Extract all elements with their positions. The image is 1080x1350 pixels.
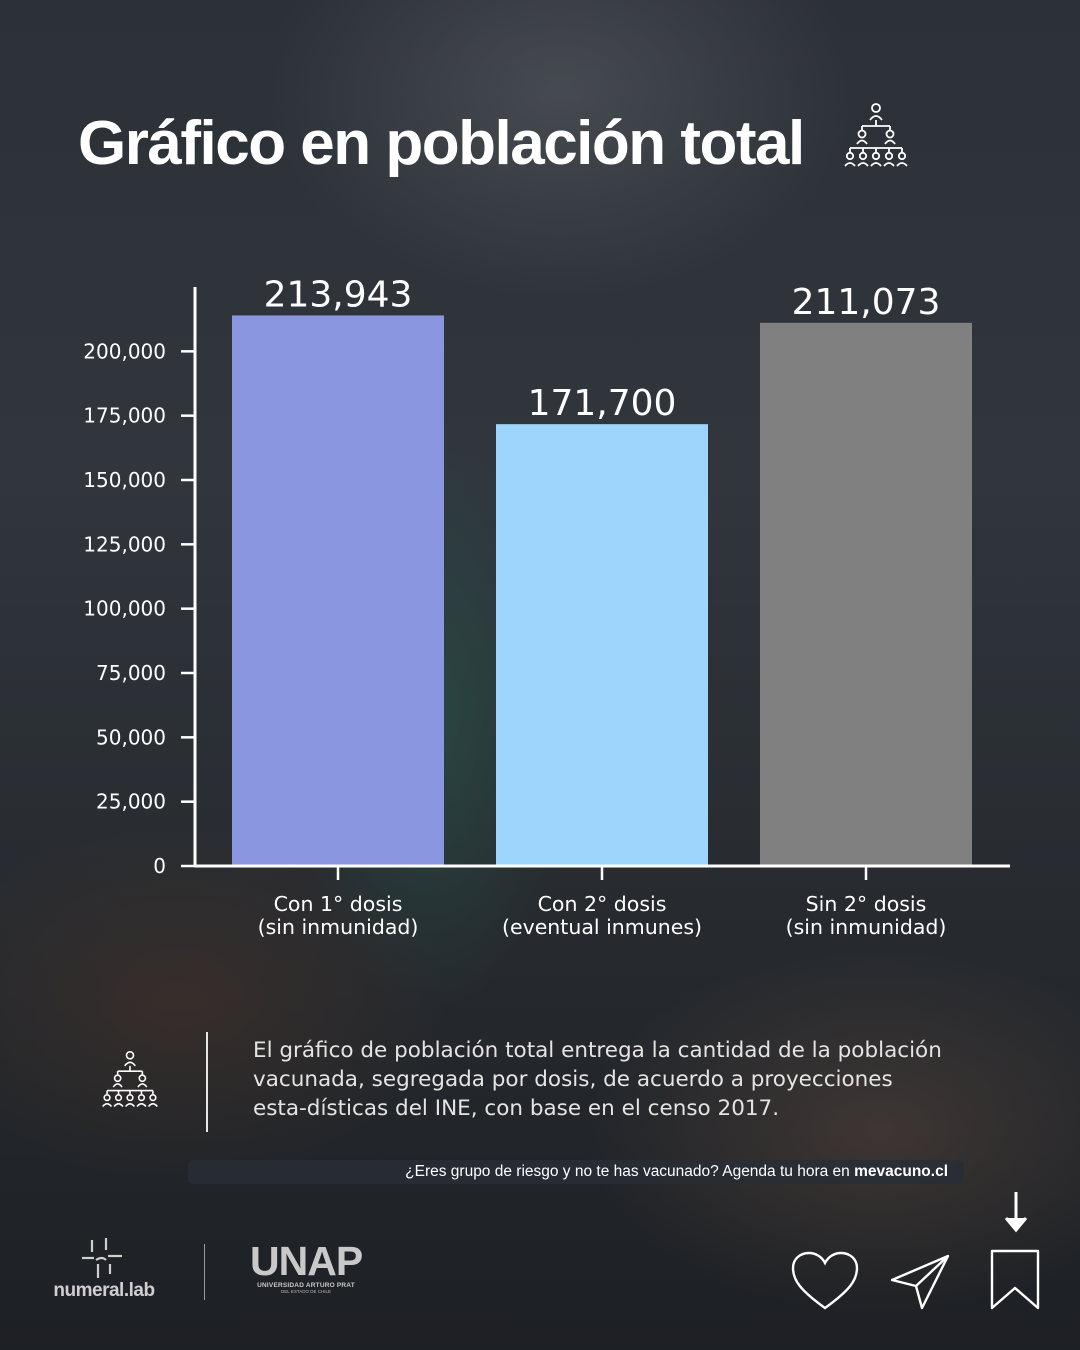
y-tick-label: 75,000 (96, 661, 166, 685)
data-label: 171,700 (528, 383, 677, 424)
send-icon[interactable] (888, 1250, 952, 1312)
bar (496, 424, 708, 865)
data-label: 211,073 (792, 282, 941, 323)
bar (760, 322, 972, 865)
y-tick-label: 125,000 (83, 532, 166, 556)
y-tick-label: 50,000 (96, 725, 166, 749)
bookmark-icon[interactable] (988, 1248, 1042, 1312)
x-tick-label: (eventual inmunes) (502, 915, 702, 939)
unap-name: UNAP (250, 1238, 363, 1284)
x-tick-label: Con 2° dosis (538, 892, 667, 916)
unap-logo: UNAP UNIVERSIDAD ARTURO PRAT DEL ESTADO … (250, 1238, 363, 1300)
page-title: Gráfico en población total (78, 109, 805, 178)
y-tick-label: 0 (153, 854, 166, 878)
numeral-lab-name: numeral.lab (53, 1280, 155, 1301)
numeral-lab-logo: numeral.lab (48, 1236, 160, 1306)
x-tick-label: (sin inmunidad) (786, 915, 947, 939)
unap-subtitle: UNIVERSIDAD ARTURO PRAT (257, 1282, 355, 1289)
x-tick-label: (sin inmunidad) (258, 915, 419, 939)
logo-divider (204, 1244, 205, 1300)
description-divider (206, 1032, 208, 1132)
chart-description: El gráfico de población total entrega la… (253, 1038, 942, 1121)
y-tick-label: 200,000 (83, 339, 166, 363)
y-tick-label: 175,000 (83, 404, 166, 428)
cta-text: ¿Eres grupo de riesgo y no te has vacuna… (405, 1163, 855, 1180)
data-label: 213,943 (264, 274, 413, 315)
cta-banner[interactable]: ¿Eres grupo de riesgo y no te has vacuna… (188, 1160, 964, 1184)
y-tick-label: 150,000 (83, 468, 166, 492)
bar-chart: 0 25,000 50,000 75,000 100,000 125,000 150,000… (83, 274, 972, 939)
x-tick-label: Sin 2° dosis (806, 892, 927, 916)
population-pyramid-icon (102, 1050, 158, 1108)
heart-icon[interactable] (790, 1250, 860, 1312)
numeral-lab-mark-icon (82, 1238, 122, 1278)
cta-link[interactable]: mevacuno.cl (854, 1163, 948, 1180)
x-tick-label: Con 1° dosis (274, 892, 403, 916)
unap-subtitle-small: DEL ESTADO DE CHILE (280, 1289, 331, 1294)
y-tick-label: 25,000 (96, 790, 166, 814)
y-tick-label: 100,000 (83, 597, 166, 621)
bar (232, 315, 444, 865)
arrow-down-icon[interactable] (1002, 1190, 1030, 1234)
population-pyramid-icon (844, 103, 908, 167)
